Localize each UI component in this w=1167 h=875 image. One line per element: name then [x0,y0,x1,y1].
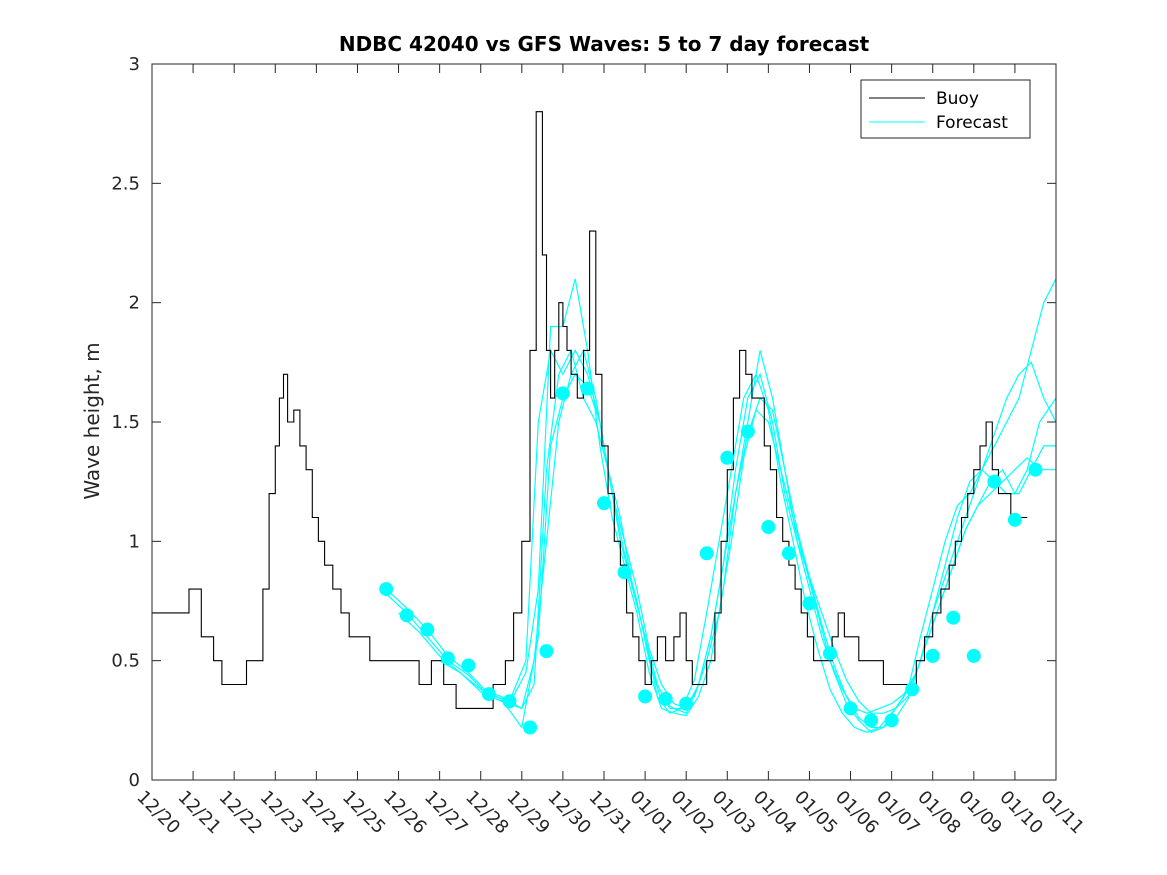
x-tick-label: 12/30 [543,787,595,839]
forecast-marker [925,648,940,663]
x-tick-label: 12/20 [132,787,184,839]
forecast-marker [679,696,694,711]
x-tick-label: 12/27 [420,787,472,839]
x-tick-label: 12/29 [502,787,554,839]
forecast-series-line [385,278,1057,733]
x-tick-label: 01/07 [872,787,924,839]
y-axis-label: Wave height, m [80,342,104,499]
forecast-marker [658,691,673,706]
forecast-marker [617,565,632,580]
forecast-marker [843,701,858,716]
y-tick-label: 1 [129,531,140,552]
forecast-marker [502,694,517,709]
y-tick-label: 2.5 [111,173,140,194]
forecast-marker [905,682,920,697]
y-tick-label: 1.5 [111,412,140,433]
x-tick-label: 12/21 [174,787,226,839]
x-tick-label: 12/25 [338,787,390,839]
forecast-marker [761,520,776,535]
x-tick-label: 01/05 [790,787,842,839]
x-tick-label: 12/31 [584,787,636,839]
forecast-marker [379,582,394,597]
forecast-marker [461,658,476,673]
forecast-marker [781,546,796,561]
forecast-marker [523,720,538,735]
forecast-marker [802,596,817,611]
x-tick-label: 12/28 [461,787,513,839]
x-tick-label: 12/23 [256,787,308,839]
y-tick-label: 2 [129,293,140,314]
x-tick-label: 01/01 [626,787,678,839]
x-tick-label: 01/08 [913,787,965,839]
forecast-marker [987,474,1002,489]
forecast-marker [699,546,714,561]
x-tick-label: 01/06 [831,787,883,839]
forecast-marker [638,689,653,704]
x-tick-label: 01/03 [708,787,760,839]
y-tick-label: 0 [129,770,140,791]
forecast-marker [555,386,570,401]
legend-box [860,79,1031,139]
x-tick-label: 01/02 [667,787,719,839]
x-tick-label: 01/10 [995,787,1047,839]
forecast-marker [580,381,595,396]
x-tick-label: 01/04 [749,787,801,839]
forecast-marker [946,610,961,625]
plot-area [152,111,1057,735]
forecast-marker [1028,462,1043,477]
y-tick-label: 3 [129,54,140,75]
forecast-marker [420,622,435,637]
forecast-marker [399,608,414,623]
forecast-marker [539,644,554,659]
forecast-marker [1007,512,1022,527]
forecast-series-line [480,348,1056,733]
forecast-marker [597,496,611,511]
x-tick-label: 01/09 [954,787,1006,839]
x-tick-label: 12/24 [297,787,349,839]
legend-buoy-label: Buoy [936,89,979,109]
x-tick-label: 01/11 [1036,787,1088,839]
forecast-marker [740,424,755,439]
forecast-marker [884,713,899,728]
forecast-marker [966,648,981,663]
forecast-marker [823,646,837,661]
x-tick-label: 12/26 [379,787,431,839]
chart-title: NDBC 42040 vs GFS Waves: 5 to 7 day fore… [339,32,870,56]
forecast-marker [440,651,455,666]
y-axis: 0 0.5 1 1.5 2 2.5 3 [111,54,1056,791]
x-tick-label: 12/22 [215,787,267,839]
forecast-marker [481,687,496,702]
forecast-series-line [385,348,1056,714]
legend: Buoy Forecast [860,79,1031,139]
buoy-series-line [152,111,1028,709]
legend-forecast-label: Forecast [936,113,1008,133]
forecast-marker [864,713,879,728]
y-tick-label: 0.5 [111,651,140,672]
forecast-marker [720,450,735,465]
